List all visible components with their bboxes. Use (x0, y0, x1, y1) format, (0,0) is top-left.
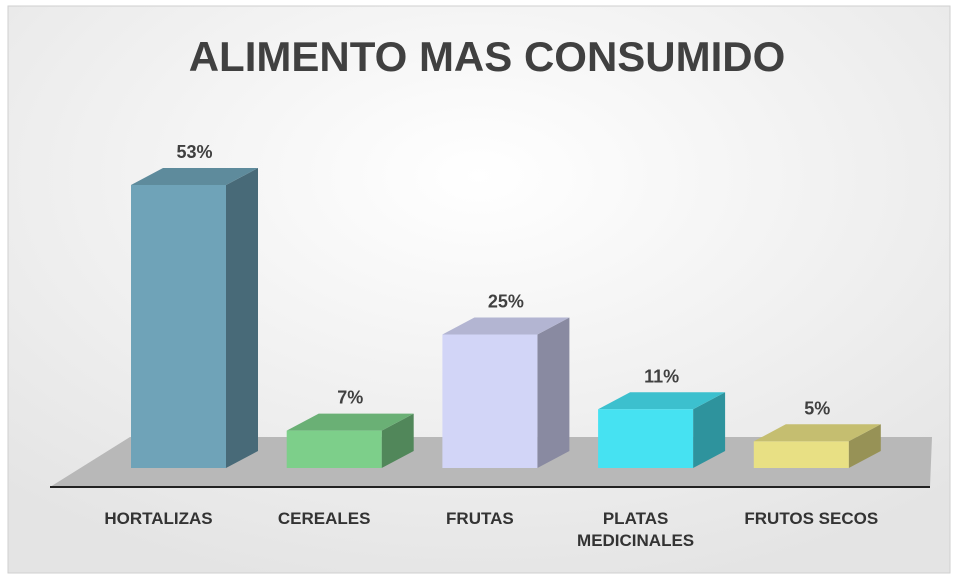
bar-side (693, 392, 726, 468)
bar-side (381, 413, 414, 468)
bar (598, 409, 694, 468)
data-label: 11% (644, 366, 679, 386)
bar-side (226, 167, 258, 469)
bar-top (131, 167, 258, 185)
bar-top (598, 392, 726, 410)
bar (286, 430, 382, 468)
bar-top (753, 424, 881, 442)
bar-side (848, 424, 881, 468)
x-tick-label: HORTALIZAS (104, 509, 213, 528)
x-tick-label: PLATAS MEDICINALES (577, 509, 695, 550)
bar (753, 441, 849, 468)
data-label: 53% (176, 142, 212, 162)
chart-title: ALIMENTO MAS CONSUMIDO (189, 33, 786, 80)
bar (131, 184, 226, 469)
data-label: 5% (804, 398, 830, 418)
x-tick-label: FRUTOS SECOS (744, 509, 879, 528)
data-label: 25% (488, 292, 524, 312)
bar (442, 334, 538, 468)
data-label: 7% (337, 388, 363, 408)
x-tick-label: CEREALES (277, 509, 371, 528)
bar-top (442, 317, 570, 335)
bar-side (537, 317, 570, 468)
x-tick-label: FRUTAS (446, 509, 514, 528)
bar-top (286, 413, 414, 431)
